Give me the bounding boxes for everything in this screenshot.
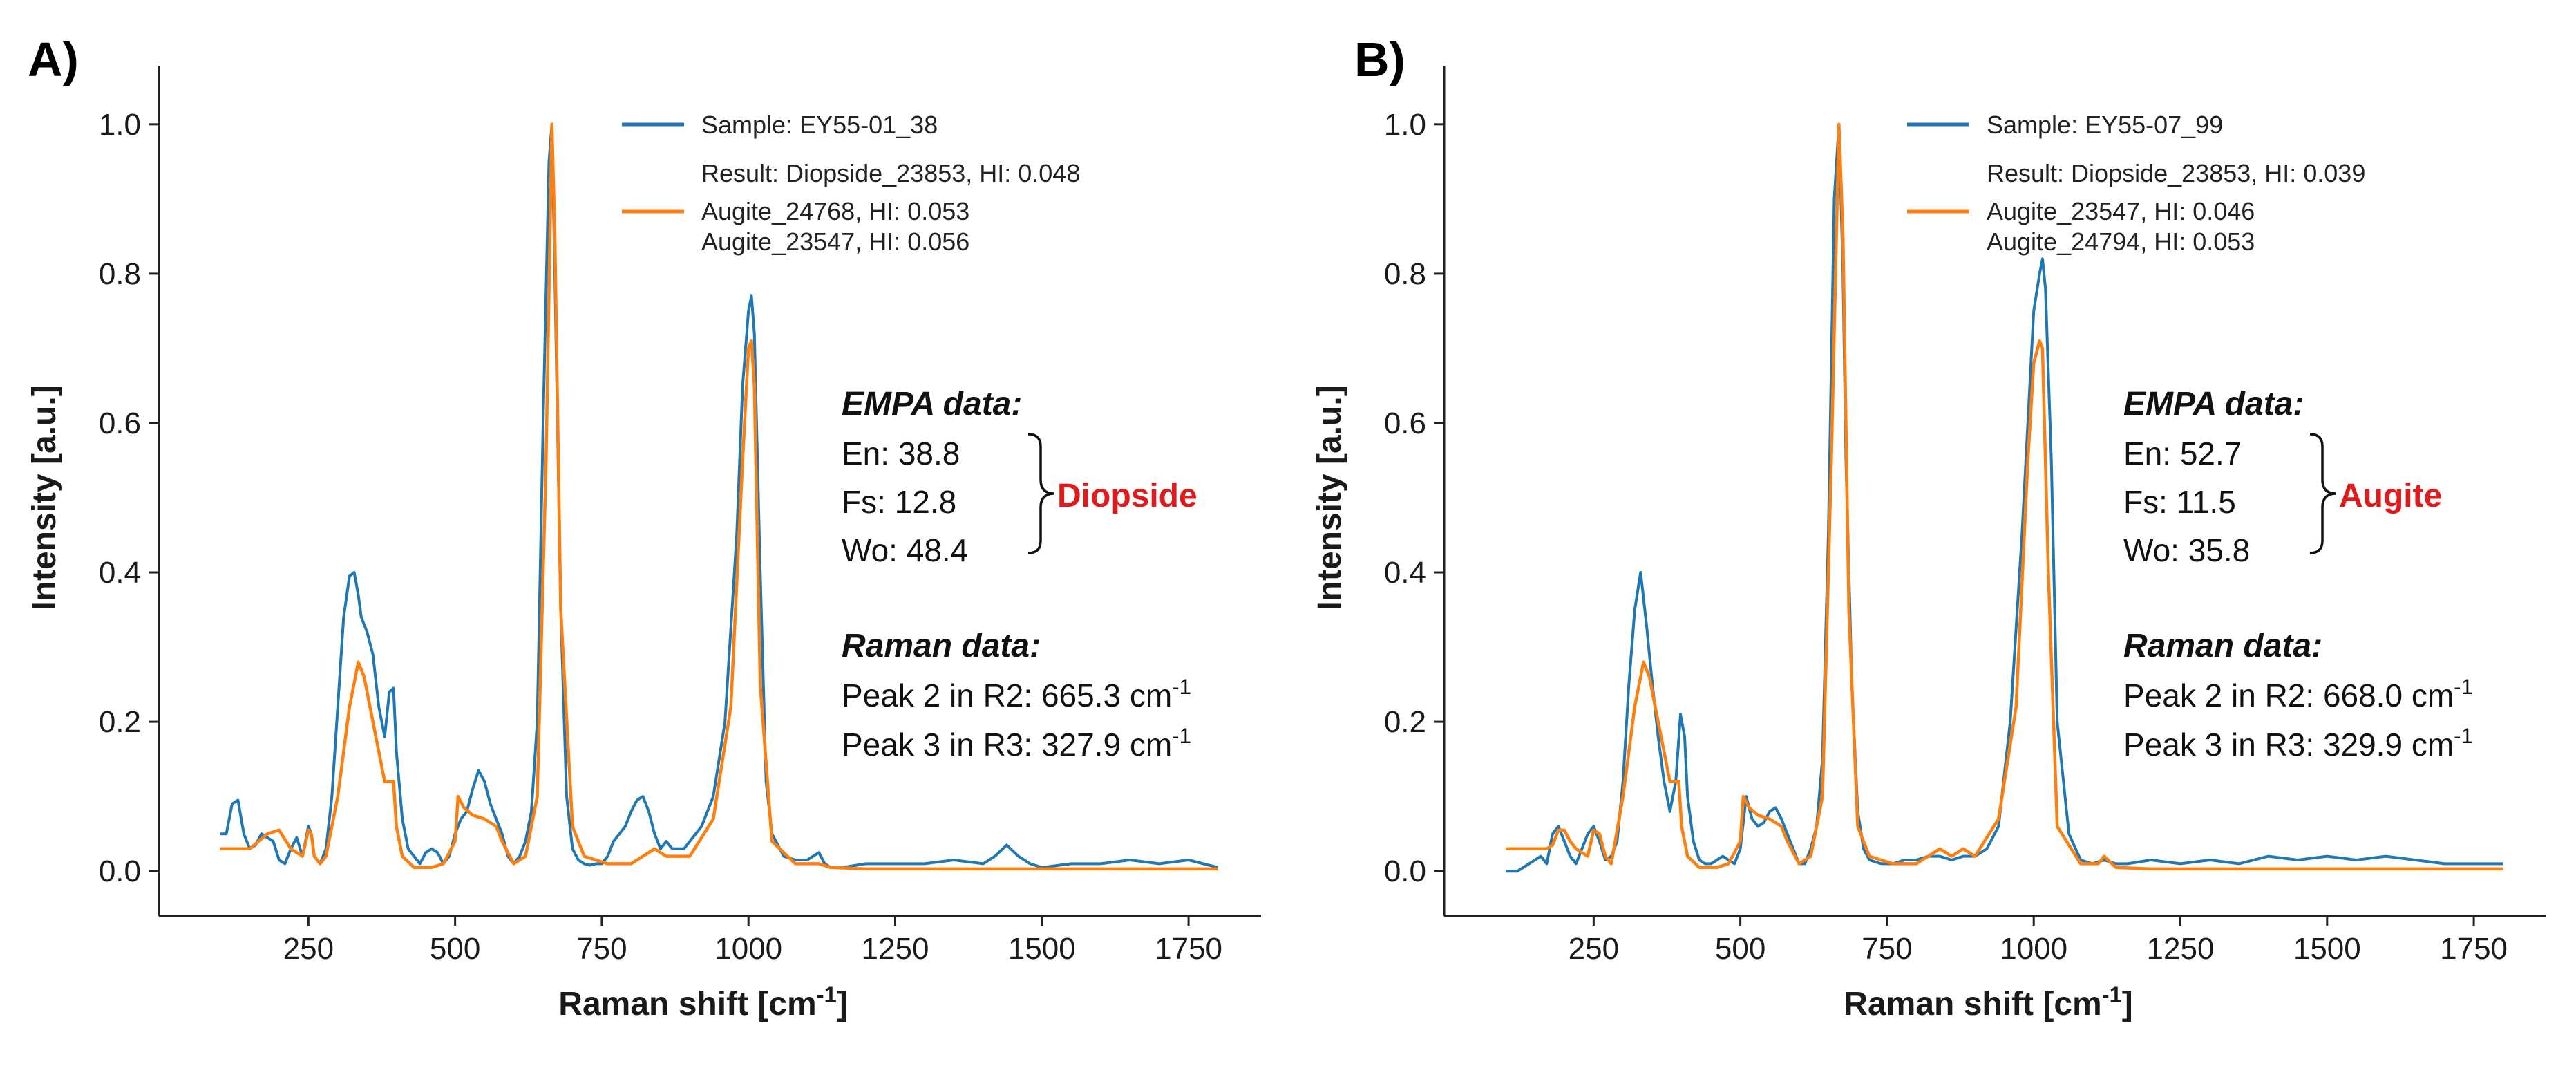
panel-b: B) 0.0 0.2 0.4 0.6 0.8 1.0 250 500 750 1000 1250 150… xyxy=(1311,32,2546,1022)
x-tick-label: 1750 xyxy=(2440,932,2508,966)
y-axis-label: Intensity [a.u.] xyxy=(26,385,63,610)
raman-title: Raman data: xyxy=(2123,628,2322,664)
reference-spectrum-line xyxy=(1506,122,2503,871)
panel-label: B) xyxy=(1354,32,1405,86)
y-tick-label: 0.2 xyxy=(1384,705,1426,739)
empa-en: En: 52.7 xyxy=(2123,436,2242,471)
legend-entry-result: Result: Diopside_23853, HI: 0.039 xyxy=(1987,159,2365,187)
x-tick-label: 750 xyxy=(1862,932,1912,966)
legend-entry-sample: Sample: EY55-07_99 xyxy=(1987,111,2223,139)
x-axis-label: Raman shift [cm-1] xyxy=(1844,982,2132,1022)
raman-peak-3: Peak 3 in R3: 329.9 cm-1 xyxy=(2123,724,2473,763)
legend-entry-result-3: Augite_24794, HI: 0.053 xyxy=(1987,227,2255,256)
curly-brace xyxy=(1027,433,1055,554)
x-tick-label: 500 xyxy=(1715,932,1765,966)
y-tick-label: 0.0 xyxy=(99,854,141,888)
x-tick-label: 1000 xyxy=(2000,932,2067,966)
y-axis-label: Intensity [a.u.] xyxy=(1311,385,1348,610)
empa-wo: Wo: 35.8 xyxy=(2123,532,2250,568)
panel-label: A) xyxy=(28,32,79,86)
y-tick-label: 0.6 xyxy=(1384,406,1426,440)
legend-entry-sample: Sample: EY55-01_38 xyxy=(701,111,938,139)
empa-title: EMPA data: xyxy=(2123,386,2304,422)
legend-entry-result: Result: Diopside_23853, HI: 0.048 xyxy=(701,159,1080,187)
y-tick-label: 0.4 xyxy=(99,556,141,590)
legend-entry-result-2: Augite_23547, HI: 0.046 xyxy=(1987,197,2255,225)
x-axis-label: Raman shift [cm-1] xyxy=(558,982,847,1022)
x-tick-label: 1250 xyxy=(2147,932,2215,966)
reference-spectrum-line xyxy=(220,122,1218,871)
raman-peak-2: Peak 2 in R2: 665.3 cm-1 xyxy=(842,675,1191,713)
raman-peak-3: Peak 3 in R3: 327.9 cm-1 xyxy=(842,724,1191,763)
y-tick-label: 1.0 xyxy=(99,108,141,142)
x-tick-label: 1000 xyxy=(714,932,782,966)
x-tick-label: 750 xyxy=(576,932,627,966)
empa-wo: Wo: 48.4 xyxy=(842,532,968,568)
y-tick-label: 0.6 xyxy=(99,406,141,440)
x-tick-label: 1250 xyxy=(862,932,929,966)
y-tick-label: 0.2 xyxy=(99,705,141,739)
y-tick-label: 0.4 xyxy=(1384,556,1426,590)
empa-fs: Fs: 11.5 xyxy=(2123,484,2236,520)
mineral-label: Diopside xyxy=(1057,478,1197,514)
x-tick-label: 500 xyxy=(430,932,480,966)
y-tick-label: 0.8 xyxy=(99,257,141,291)
empa-en: En: 38.8 xyxy=(842,436,960,471)
x-tick-label: 1750 xyxy=(1155,932,1222,966)
curly-brace xyxy=(2309,433,2337,554)
panel-a: A) 0.0 0.2 0.4 0.6 0.8 1.0 250 500 750 1000 1250 150… xyxy=(26,32,1261,1022)
empa-title: EMPA data: xyxy=(842,386,1022,422)
y-tick-label: 1.0 xyxy=(1384,108,1426,142)
x-tick-label: 250 xyxy=(1569,932,1619,966)
empa-fs: Fs: 12.8 xyxy=(842,484,956,520)
x-tick-label: 1500 xyxy=(2293,932,2361,966)
mineral-label: Augite xyxy=(2339,478,2442,514)
raman-title: Raman data: xyxy=(842,628,1041,664)
raman-peak-2: Peak 2 in R2: 668.0 cm-1 xyxy=(2123,675,2473,713)
x-tick-label: 1500 xyxy=(1008,932,1076,966)
x-tick-label: 250 xyxy=(283,932,334,966)
y-tick-label: 0.0 xyxy=(1384,854,1426,888)
y-tick-label: 0.8 xyxy=(1384,257,1426,291)
legend-entry-result-3: Augite_23547, HI: 0.056 xyxy=(701,227,969,256)
legend-entry-result-2: Augite_24768, HI: 0.053 xyxy=(701,197,969,225)
